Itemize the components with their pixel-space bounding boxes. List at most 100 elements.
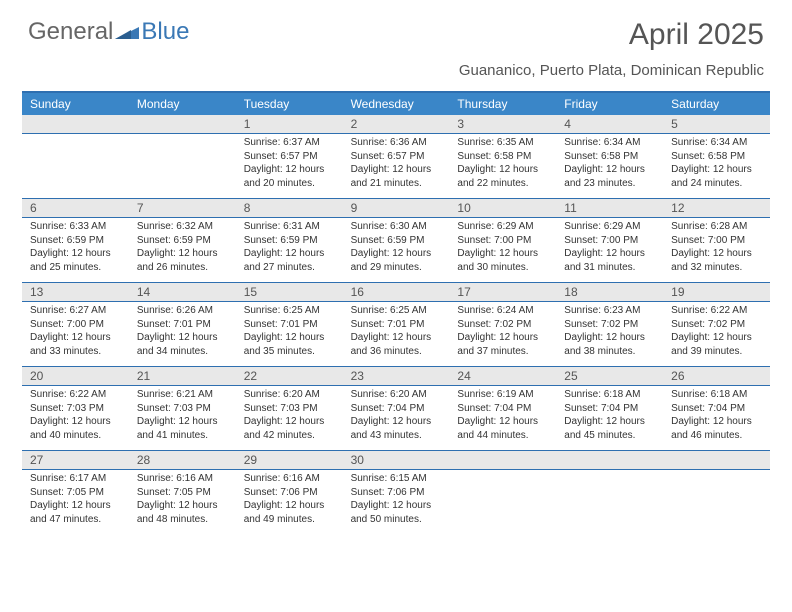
logo: General Blue (28, 18, 189, 46)
day-number (129, 115, 236, 133)
day-number: 12 (663, 199, 770, 217)
weekday-header: Tuesday (236, 93, 343, 115)
sunrise-line: Sunrise: 6:29 AM (457, 220, 548, 234)
calendar: Sunday Monday Tuesday Wednesday Thursday… (22, 91, 770, 534)
daylight-line: Daylight: 12 hours and 38 minutes. (564, 331, 655, 358)
sunset-line: Sunset: 7:05 PM (137, 486, 228, 500)
day-number: 8 (236, 199, 343, 217)
day-number: 4 (556, 115, 663, 133)
week-block: 20212223242526Sunrise: 6:22 AMSunset: 7:… (22, 366, 770, 450)
day-cell: Sunrise: 6:22 AMSunset: 7:02 PMDaylight:… (663, 302, 770, 366)
day-cell: Sunrise: 6:29 AMSunset: 7:00 PMDaylight:… (449, 218, 556, 282)
sunset-line: Sunset: 7:01 PM (137, 318, 228, 332)
day-cell (663, 470, 770, 534)
day-number: 22 (236, 367, 343, 385)
weekday-header: Monday (129, 93, 236, 115)
logo-text-blue: Blue (141, 18, 189, 46)
sunrise-line: Sunrise: 6:20 AM (244, 388, 335, 402)
daylight-line: Daylight: 12 hours and 22 minutes. (457, 163, 548, 190)
day-cell: Sunrise: 6:30 AMSunset: 6:59 PMDaylight:… (343, 218, 450, 282)
daylight-line: Daylight: 12 hours and 32 minutes. (671, 247, 762, 274)
day-number: 30 (343, 451, 450, 469)
day-number: 29 (236, 451, 343, 469)
daylight-line: Daylight: 12 hours and 45 minutes. (564, 415, 655, 442)
daylight-line: Daylight: 12 hours and 37 minutes. (457, 331, 548, 358)
week-block: 27282930Sunrise: 6:17 AMSunset: 7:05 PMD… (22, 450, 770, 534)
sunrise-line: Sunrise: 6:22 AM (671, 304, 762, 318)
day-cell: Sunrise: 6:34 AMSunset: 6:58 PMDaylight:… (556, 134, 663, 198)
daynum-row: 27282930 (22, 451, 770, 469)
sunrise-line: Sunrise: 6:34 AM (671, 136, 762, 150)
day-number: 6 (22, 199, 129, 217)
day-cell: Sunrise: 6:27 AMSunset: 7:00 PMDaylight:… (22, 302, 129, 366)
daylight-line: Daylight: 12 hours and 31 minutes. (564, 247, 655, 274)
sunrise-line: Sunrise: 6:16 AM (244, 472, 335, 486)
sunset-line: Sunset: 6:57 PM (351, 150, 442, 164)
header: General Blue April 2025 Guananico, Puert… (0, 0, 792, 83)
day-cell: Sunrise: 6:35 AMSunset: 6:58 PMDaylight:… (449, 134, 556, 198)
day-number (556, 451, 663, 469)
week-block: 6789101112Sunrise: 6:33 AMSunset: 6:59 P… (22, 198, 770, 282)
day-cell: Sunrise: 6:31 AMSunset: 6:59 PMDaylight:… (236, 218, 343, 282)
day-cell: Sunrise: 6:25 AMSunset: 7:01 PMDaylight:… (236, 302, 343, 366)
daylight-line: Daylight: 12 hours and 27 minutes. (244, 247, 335, 274)
page-title: April 2025 (459, 18, 764, 52)
sunset-line: Sunset: 7:04 PM (351, 402, 442, 416)
sunset-line: Sunset: 6:58 PM (457, 150, 548, 164)
weekday-header: Wednesday (343, 93, 450, 115)
daylight-line: Daylight: 12 hours and 47 minutes. (30, 499, 121, 526)
day-number: 19 (663, 283, 770, 301)
day-cell: Sunrise: 6:18 AMSunset: 7:04 PMDaylight:… (663, 386, 770, 450)
daylight-line: Daylight: 12 hours and 25 minutes. (30, 247, 121, 274)
sunset-line: Sunset: 6:59 PM (244, 234, 335, 248)
day-number: 16 (343, 283, 450, 301)
sunrise-line: Sunrise: 6:17 AM (30, 472, 121, 486)
day-cell: Sunrise: 6:24 AMSunset: 7:02 PMDaylight:… (449, 302, 556, 366)
sunrise-line: Sunrise: 6:26 AM (137, 304, 228, 318)
sunset-line: Sunset: 7:04 PM (457, 402, 548, 416)
daylight-line: Daylight: 12 hours and 48 minutes. (137, 499, 228, 526)
daynum-row: 12345 (22, 115, 770, 133)
day-cell: Sunrise: 6:37 AMSunset: 6:57 PMDaylight:… (236, 134, 343, 198)
sunset-line: Sunset: 7:00 PM (30, 318, 121, 332)
sunset-line: Sunset: 7:06 PM (244, 486, 335, 500)
day-number: 21 (129, 367, 236, 385)
day-number: 10 (449, 199, 556, 217)
daylight-line: Daylight: 12 hours and 24 minutes. (671, 163, 762, 190)
sunrise-line: Sunrise: 6:18 AM (564, 388, 655, 402)
sunrise-line: Sunrise: 6:31 AM (244, 220, 335, 234)
day-cell: Sunrise: 6:28 AMSunset: 7:00 PMDaylight:… (663, 218, 770, 282)
day-cell: Sunrise: 6:20 AMSunset: 7:04 PMDaylight:… (343, 386, 450, 450)
sunrise-line: Sunrise: 6:36 AM (351, 136, 442, 150)
day-number: 15 (236, 283, 343, 301)
day-cell (449, 470, 556, 534)
day-cell: Sunrise: 6:16 AMSunset: 7:06 PMDaylight:… (236, 470, 343, 534)
daylight-line: Daylight: 12 hours and 26 minutes. (137, 247, 228, 274)
day-number: 14 (129, 283, 236, 301)
day-cell: Sunrise: 6:20 AMSunset: 7:03 PMDaylight:… (236, 386, 343, 450)
daylight-line: Daylight: 12 hours and 21 minutes. (351, 163, 442, 190)
sunrise-line: Sunrise: 6:35 AM (457, 136, 548, 150)
week-row: Sunrise: 6:27 AMSunset: 7:00 PMDaylight:… (22, 301, 770, 366)
weekday-header-row: Sunday Monday Tuesday Wednesday Thursday… (22, 93, 770, 115)
sunrise-line: Sunrise: 6:37 AM (244, 136, 335, 150)
sunrise-line: Sunrise: 6:25 AM (244, 304, 335, 318)
sunrise-line: Sunrise: 6:19 AM (457, 388, 548, 402)
weekday-header: Saturday (663, 93, 770, 115)
sunrise-line: Sunrise: 6:34 AM (564, 136, 655, 150)
day-number: 28 (129, 451, 236, 469)
sunset-line: Sunset: 7:01 PM (351, 318, 442, 332)
weekday-header: Sunday (22, 93, 129, 115)
sunrise-line: Sunrise: 6:33 AM (30, 220, 121, 234)
week-block: 13141516171819Sunrise: 6:27 AMSunset: 7:… (22, 282, 770, 366)
day-number: 1 (236, 115, 343, 133)
sunrise-line: Sunrise: 6:25 AM (351, 304, 442, 318)
sunset-line: Sunset: 6:58 PM (564, 150, 655, 164)
day-cell: Sunrise: 6:17 AMSunset: 7:05 PMDaylight:… (22, 470, 129, 534)
sunrise-line: Sunrise: 6:29 AM (564, 220, 655, 234)
sunset-line: Sunset: 7:02 PM (457, 318, 548, 332)
location-subtitle: Guananico, Puerto Plata, Dominican Repub… (459, 62, 764, 79)
week-block: 12345Sunrise: 6:37 AMSunset: 6:57 PMDayl… (22, 115, 770, 198)
day-number: 7 (129, 199, 236, 217)
daylight-line: Daylight: 12 hours and 43 minutes. (351, 415, 442, 442)
